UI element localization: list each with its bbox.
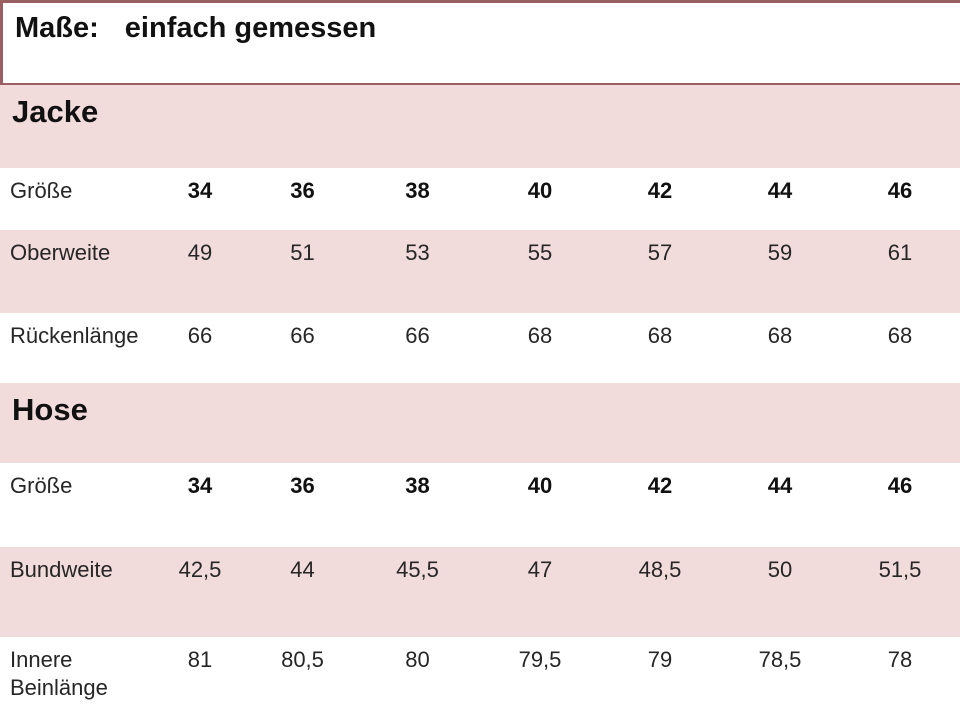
measure-value: 68: [527, 323, 553, 348]
measure-value: 68: [767, 323, 793, 348]
row-label: Größe: [10, 178, 73, 203]
measure-value: 61: [887, 240, 913, 265]
size-value: 34: [187, 473, 213, 498]
size-value: 36: [290, 473, 315, 498]
measure-value: 81: [187, 647, 213, 672]
measure-value: 47: [527, 557, 553, 582]
size-value: 34: [187, 178, 213, 203]
size-value: 44: [767, 473, 793, 498]
section-jacke: Jacke Größe 34 36 38 40 42 44 46 Oberwei…: [0, 85, 960, 383]
section-title: Hose: [12, 392, 88, 427]
row-label: Bundweite: [10, 557, 113, 582]
row-label: Innere Beinlänge: [10, 647, 108, 700]
measure-value: 42,5: [178, 557, 222, 582]
section-title: Jacke: [12, 94, 99, 129]
row-label: Größe: [10, 473, 73, 498]
measure-value: 48,5: [638, 557, 682, 582]
size-value: 42: [647, 178, 673, 203]
table-row-jacke-rueckenlaenge: Rückenlänge 66 66 66 68 68 68 68: [0, 313, 960, 383]
size-value: 44: [767, 178, 793, 203]
size-value: 40: [527, 473, 553, 498]
row-label: Rückenlänge: [10, 323, 139, 348]
measure-value: 78: [887, 647, 913, 672]
measure-value: 51: [290, 240, 315, 265]
measure-value: 79: [647, 647, 673, 672]
measure-value: 66: [290, 323, 315, 348]
size-value: 46: [887, 178, 913, 203]
measure-value: 55: [527, 240, 553, 265]
measure-value: 51,5: [878, 557, 922, 582]
measure-value: 45,5: [396, 557, 439, 582]
measure-value: 57: [647, 240, 673, 265]
table-row-jacke-groesse: Größe 34 36 38 40 42 44 46: [0, 168, 960, 230]
table-row-hose-bundweite: Bundweite 42,5 44 45,5 47 48,5 50 51,5: [0, 547, 960, 637]
measure-value: 44: [290, 557, 315, 582]
size-value: 36: [290, 178, 315, 203]
measure-value: 66: [187, 323, 213, 348]
measure-value: 80,5: [281, 647, 324, 672]
page-title: Maße: einfach gemessen: [0, 0, 960, 85]
table-row-hose-innere-beinlaenge: Innere Beinlänge 81 80,5 80 79,5 79 78,5…: [0, 637, 960, 720]
size-value: 40: [527, 178, 553, 203]
section-header-hose: Hose: [0, 383, 960, 463]
table-row-jacke-oberweite: Oberweite 49 51 53 55 57 59 61: [0, 230, 960, 313]
measure-value: 80: [405, 647, 430, 672]
section-header-jacke: Jacke: [0, 85, 960, 168]
measure-value: 68: [887, 323, 913, 348]
size-value: 46: [887, 473, 913, 498]
measure-value: 53: [405, 240, 430, 265]
measure-value: 59: [767, 240, 793, 265]
size-value: 42: [647, 473, 673, 498]
measure-value: 79,5: [518, 647, 562, 672]
title-label: Maße:: [15, 12, 99, 44]
measure-value: 78,5: [758, 647, 802, 672]
size-value: 38: [405, 473, 430, 498]
section-hose: Hose Größe 34 36 38 40 42 44 46 Bundweit…: [0, 383, 960, 720]
table-row-hose-groesse: Größe 34 36 38 40 42 44 46: [0, 463, 960, 547]
title-subtitle: einfach gemessen: [124, 12, 377, 44]
measure-value: 68: [647, 323, 673, 348]
row-label: Oberweite: [10, 240, 111, 265]
size-value: 38: [405, 178, 430, 203]
measure-value: 50: [767, 557, 793, 582]
measure-value: 66: [405, 323, 430, 348]
measure-value: 49: [187, 240, 213, 265]
